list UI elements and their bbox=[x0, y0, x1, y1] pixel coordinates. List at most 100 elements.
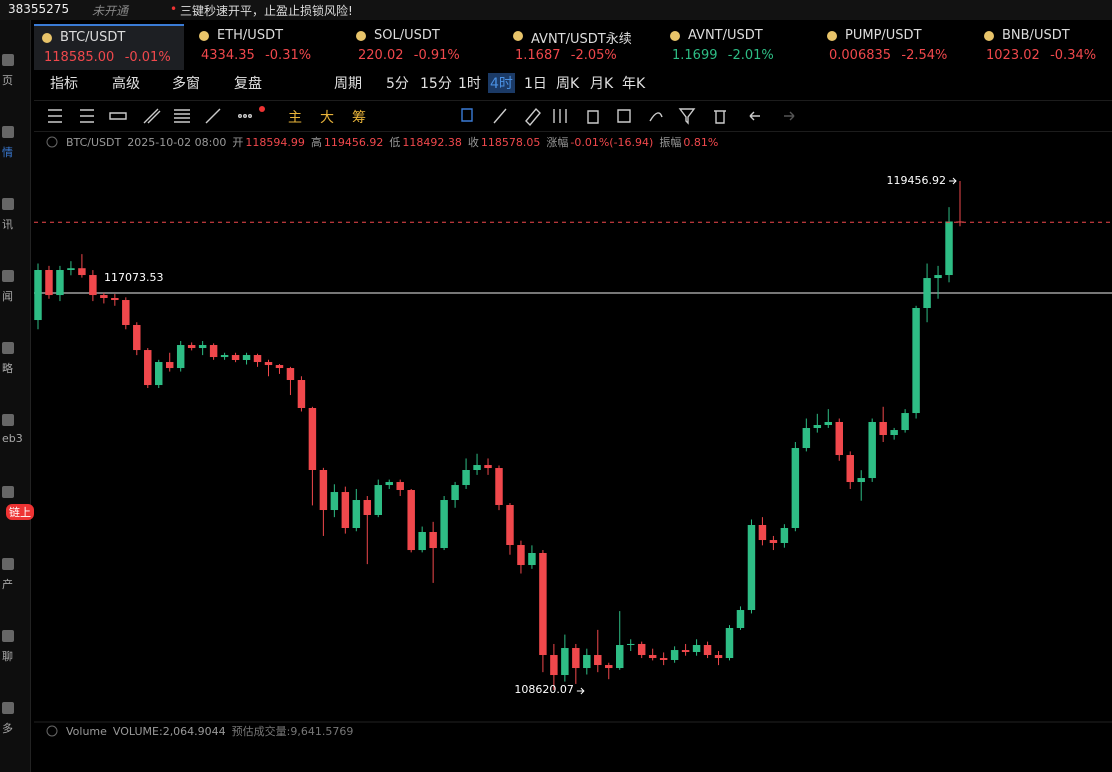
toolbar-item[interactable]: 4时 bbox=[488, 73, 515, 93]
high-label: 119456.92 bbox=[887, 174, 947, 187]
ticker-price: 1023.02 bbox=[986, 48, 1040, 63]
info-text: 收 bbox=[468, 135, 479, 149]
toolbar-item[interactable]: 周K bbox=[556, 76, 580, 92]
candle-body bbox=[242, 355, 251, 360]
candle-body bbox=[187, 345, 196, 349]
toolbar-item[interactable]: 年K bbox=[622, 76, 646, 92]
high-arrow bbox=[949, 177, 957, 185]
sidebar-label[interactable]: 情 bbox=[2, 146, 13, 159]
ticker-change: -0.31% bbox=[265, 48, 312, 63]
sidebar-label[interactable]: 闻 bbox=[2, 290, 13, 303]
ticker[interactable]: BTC/USDT 118585.00 -0.01% bbox=[34, 24, 184, 70]
candle-body bbox=[418, 531, 426, 551]
candle-body bbox=[868, 421, 876, 479]
ticker-price: 0.006835 bbox=[829, 48, 892, 63]
sidebar-label[interactable]: 页 bbox=[2, 74, 13, 87]
candle-body bbox=[407, 490, 415, 551]
price-line-label: 117073.53 bbox=[104, 271, 164, 284]
candle-body bbox=[626, 643, 635, 646]
toolbar-item[interactable]: 周期 bbox=[334, 76, 362, 92]
ticker-price: 220.02 bbox=[358, 48, 404, 63]
toolbar-item[interactable]: 高级 bbox=[112, 76, 140, 92]
candle-body bbox=[319, 469, 328, 511]
ticker-icon bbox=[356, 31, 366, 41]
status[interactable]: 未开通 bbox=[92, 4, 129, 18]
ticker-name: AVNT/USDT永续 bbox=[531, 32, 632, 47]
sidebar-icon bbox=[2, 414, 14, 426]
ticker[interactable]: BNB/USDT 1023.02 -0.34% bbox=[976, 24, 1112, 68]
candle-body bbox=[111, 297, 119, 301]
candle-body bbox=[648, 655, 657, 659]
candle-body bbox=[923, 278, 931, 309]
tool-icons bbox=[48, 106, 265, 124]
ticker-change: -2.54% bbox=[901, 48, 948, 63]
info-text: 118578.05 bbox=[481, 136, 541, 149]
candle-body bbox=[495, 468, 503, 505]
sidebar-label[interactable]: 讯 bbox=[2, 218, 13, 231]
tool-button[interactable]: 主 bbox=[288, 110, 302, 126]
ticker-icon bbox=[827, 31, 837, 41]
sidebar-label[interactable]: 聊 bbox=[2, 650, 13, 663]
candle-body bbox=[747, 524, 756, 611]
candle-body bbox=[846, 455, 854, 483]
candle-body bbox=[758, 524, 767, 541]
ticker[interactable]: ETH/USDT 4334.35 -0.31% bbox=[191, 24, 341, 68]
ticker-icon bbox=[513, 31, 523, 41]
candle-body bbox=[385, 482, 393, 486]
candle-body bbox=[692, 645, 701, 653]
ticker-icon bbox=[42, 33, 52, 43]
ticker[interactable]: AVNT/USDT 1.1699 -2.01% bbox=[662, 24, 812, 68]
ticker[interactable]: SOL/USDT 220.02 -0.91% bbox=[348, 24, 498, 68]
candle-body bbox=[605, 665, 613, 669]
candle-body bbox=[703, 645, 712, 656]
sidebar-icon bbox=[2, 198, 14, 210]
candle-body bbox=[956, 221, 964, 223]
candle-body bbox=[879, 421, 887, 436]
ticker-name: BNB/USDT bbox=[1002, 28, 1070, 43]
toolbar-item[interactable]: 1时 bbox=[458, 76, 481, 92]
candle-body bbox=[231, 355, 240, 360]
sidebar-label[interactable]: 产 bbox=[2, 578, 13, 591]
candle-body bbox=[517, 545, 525, 566]
sidebar-label[interactable]: 略 bbox=[2, 362, 13, 375]
sidebar-label[interactable]: eb3 bbox=[2, 432, 23, 445]
ticker-change: -2.01% bbox=[727, 48, 774, 63]
candle-body bbox=[352, 500, 361, 529]
candle-body bbox=[583, 655, 591, 669]
candle-body bbox=[561, 648, 569, 676]
candle-body bbox=[155, 362, 163, 386]
notice[interactable]: 三键秒速开平，止盈止损锁风险! bbox=[180, 4, 353, 18]
candle-body bbox=[78, 268, 86, 276]
candle-body bbox=[484, 465, 492, 469]
toolbar-item[interactable]: 5分 bbox=[386, 76, 409, 92]
candle-body bbox=[122, 300, 130, 326]
toolbar-item[interactable]: 1日 bbox=[524, 76, 547, 92]
toolbar-item[interactable]: 复盘 bbox=[234, 76, 262, 92]
candle-body bbox=[165, 362, 174, 369]
ticker-name: SOL/USDT bbox=[374, 28, 440, 43]
volume-text: VOLUME:2,064.9044 bbox=[113, 725, 226, 738]
tool-button[interactable]: 大 bbox=[320, 110, 334, 126]
info-toggle bbox=[46, 136, 58, 148]
candle-body bbox=[330, 492, 339, 511]
toolbar-item[interactable]: 月K bbox=[590, 76, 614, 92]
sidebar-icon bbox=[2, 342, 14, 354]
sidebar-icon bbox=[2, 558, 14, 570]
ticker[interactable]: PUMP/USDT 0.006835 -2.54% bbox=[819, 24, 969, 68]
ticker-row: BTC/USDT 118585.00 -0.01% ETH/USDT 4334.35 -0… bbox=[34, 24, 1112, 70]
tool-icons-2 bbox=[461, 107, 795, 127]
toolbar-item[interactable]: 指标 bbox=[50, 76, 78, 92]
toolbar-item[interactable]: 多窗 bbox=[172, 76, 200, 92]
info-text: -0.01%(-16.94) bbox=[570, 136, 653, 149]
tool-button[interactable]: 筹 bbox=[352, 110, 366, 126]
top-bar: 38355275 未开通 • 三键秒速开平，止盈止损锁风险! bbox=[0, 0, 1112, 20]
candle-body bbox=[791, 448, 800, 529]
ticker-icon bbox=[984, 31, 994, 41]
sidebar-label[interactable]: 链上 bbox=[6, 504, 34, 520]
ticker[interactable]: AVNT/USDT永续 1.1687 -2.05% bbox=[505, 24, 655, 68]
info-text: 低 bbox=[389, 136, 400, 149]
sidebar-label[interactable]: 多 bbox=[2, 722, 13, 735]
toolbar-item[interactable]: 15分 bbox=[420, 76, 452, 92]
candle-body bbox=[275, 365, 284, 369]
candle-body bbox=[725, 628, 734, 659]
